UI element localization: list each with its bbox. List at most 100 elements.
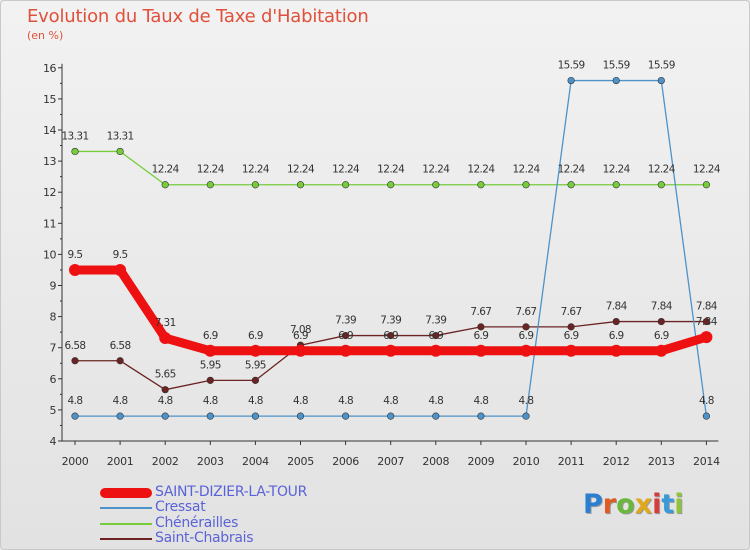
data-point — [657, 317, 665, 326]
data-label: 6.9 — [383, 330, 398, 342]
logo-letter: o — [616, 489, 635, 520]
data-label: 6.58 — [110, 340, 131, 352]
data-label: 6.9 — [428, 330, 443, 342]
logo-letter: r — [602, 489, 617, 520]
data-point — [702, 181, 711, 189]
logo-letter: P — [583, 489, 603, 520]
data-label: 12.24 — [648, 164, 676, 176]
logo-letter: i — [652, 489, 662, 520]
data-label: 4.8 — [338, 395, 353, 407]
data-point — [612, 76, 620, 85]
data-point — [251, 376, 259, 384]
data-label: 7.31 — [155, 317, 176, 329]
data-label: 12.24 — [558, 164, 586, 176]
data-label: 7.67 — [516, 306, 537, 318]
data-point — [567, 323, 575, 331]
y-tick-label: 6 — [50, 373, 57, 386]
series-line-1 — [74, 79, 708, 417]
data-label: 6.9 — [609, 330, 624, 342]
x-tick-label: 2009 — [468, 455, 495, 468]
data-label: 4.8 — [68, 395, 83, 407]
chart-title: Evolution du Taux de Taxe d'Habitation — [27, 6, 369, 27]
data-label: 12.24 — [512, 164, 540, 176]
data-point — [294, 344, 307, 357]
data-point — [71, 412, 79, 420]
data-point — [387, 331, 395, 340]
data-label: 7.84 — [696, 301, 718, 313]
data-label: 4.8 — [383, 395, 398, 407]
y-tick-label: 9 — [50, 280, 57, 293]
data-point — [161, 181, 169, 189]
data-point — [522, 181, 530, 189]
data-point — [116, 147, 124, 156]
data-point — [474, 344, 487, 357]
data-point — [116, 412, 124, 420]
y-tick-label: 7 — [50, 342, 57, 355]
data-label: 6.9 — [203, 330, 218, 342]
x-tick-label: 2014 — [693, 455, 720, 468]
data-label: 7.39 — [380, 315, 401, 327]
y-tick-label: 10 — [43, 248, 56, 261]
legend-label: Cressat — [155, 499, 206, 515]
data-point — [206, 412, 214, 420]
x-tick-label: 2008 — [422, 455, 449, 468]
data-label: 6.9 — [654, 330, 669, 342]
data-label: 12.24 — [197, 164, 225, 176]
data-point — [610, 344, 623, 357]
data-label: 7.39 — [425, 315, 446, 327]
data-label: 4.8 — [203, 395, 218, 407]
data-label: 6.9 — [248, 330, 263, 342]
y-tick-label: 12 — [43, 186, 56, 199]
y-tick-label: 8 — [50, 311, 57, 324]
x-tick-label: 2010 — [513, 455, 540, 468]
data-point — [339, 344, 352, 357]
data-point — [114, 263, 127, 276]
x-tick-label: 2006 — [332, 455, 359, 468]
legend-label: Chénérailles — [155, 515, 239, 531]
y-tick-label: 4 — [50, 435, 57, 448]
x-tick-label: 2005 — [287, 455, 314, 468]
data-label: 12.24 — [332, 164, 360, 176]
data-label: 15.59 — [558, 60, 585, 72]
data-point — [429, 344, 442, 357]
data-label: 6.58 — [65, 340, 86, 352]
legend-swatch — [100, 523, 152, 525]
y-tick-label: 16 — [43, 62, 56, 75]
data-label: 12.24 — [377, 164, 405, 176]
data-point — [71, 357, 79, 365]
data-label: 12.24 — [152, 164, 180, 176]
y-tick-label: 14 — [43, 124, 56, 137]
data-point — [655, 344, 668, 357]
data-point — [204, 344, 217, 357]
data-point — [249, 344, 262, 357]
data-label: 13.31 — [107, 130, 134, 142]
data-label: 4.8 — [293, 395, 308, 407]
data-label: 6.9 — [338, 330, 353, 342]
data-label: 7.84 — [651, 301, 673, 313]
data-label: 12.24 — [242, 164, 270, 176]
data-point — [567, 76, 575, 85]
data-label: 5.95 — [245, 359, 266, 371]
data-point — [657, 181, 665, 189]
data-label: 12.24 — [422, 164, 450, 176]
data-label: 6.9 — [293, 330, 308, 342]
x-tick-label: 2013 — [648, 455, 675, 468]
data-label: 5.65 — [155, 369, 176, 381]
data-label: 4.8 — [519, 395, 534, 407]
x-tick-label: 2011 — [558, 455, 585, 468]
legend-swatch — [100, 488, 152, 498]
data-label: 4.8 — [473, 395, 488, 407]
data-point — [567, 181, 575, 189]
data-label: 9.5 — [113, 249, 128, 261]
chart-subtitle: (en %) — [27, 29, 64, 42]
logo-letter: x — [634, 489, 653, 520]
data-point — [161, 412, 169, 420]
legend-label: Saint-Chabrais — [155, 530, 254, 546]
x-tick-label: 2007 — [377, 455, 404, 468]
y-tick-label: 5 — [50, 404, 57, 417]
data-point — [432, 412, 440, 420]
x-tick-label: 2001 — [107, 455, 134, 468]
data-point — [384, 344, 397, 357]
data-point — [116, 357, 124, 365]
